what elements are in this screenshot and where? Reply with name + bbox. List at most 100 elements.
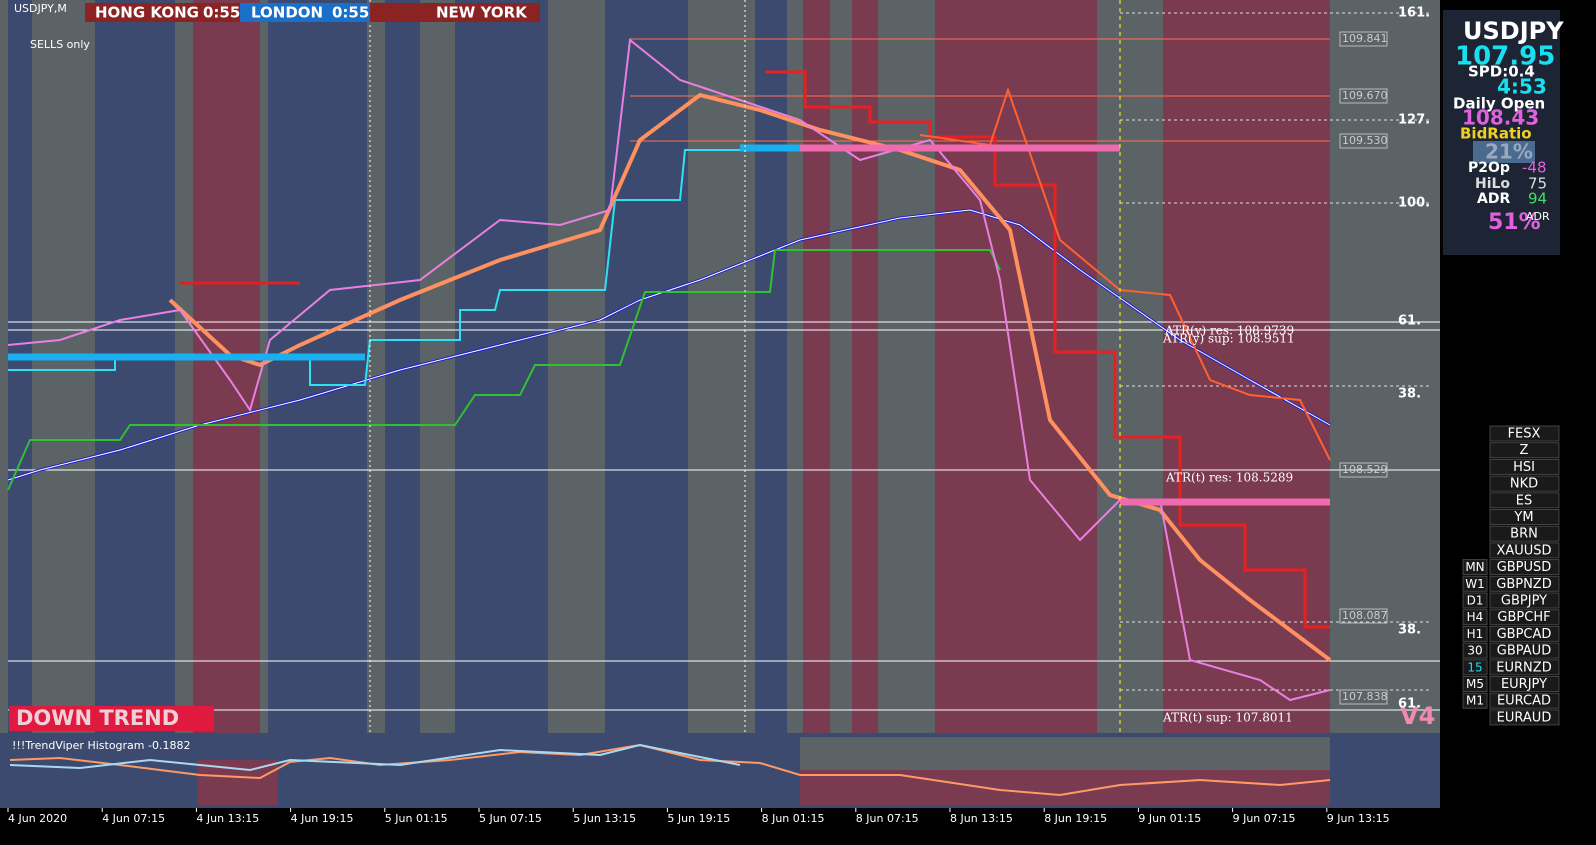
panel-bid-ratio: 21%: [1485, 140, 1533, 164]
price-box: [1339, 462, 1388, 478]
histogram-line: [9, 743, 1331, 797]
timeframe[interactable]: MN: [1465, 560, 1484, 574]
price-box: [1339, 133, 1388, 149]
symbol[interactable]: Z: [1520, 443, 1529, 458]
symbol[interactable]: EURCAD: [1497, 694, 1551, 709]
timeframe-button[interactable]: [1462, 625, 1488, 642]
symbol-button[interactable]: [1489, 492, 1560, 509]
band: [935, 0, 1097, 733]
panel-label: HiLo: [1475, 176, 1510, 192]
band: [420, 0, 455, 733]
session-time: 0:55: [332, 4, 369, 22]
x-label: 4 Jun 19:15: [291, 812, 354, 825]
panel-label: P2Op: [1468, 160, 1510, 176]
x-label: 8 Jun 01:15: [762, 812, 825, 825]
timeframe-button[interactable]: [1462, 692, 1488, 709]
price-box-label: 108.529: [1342, 463, 1388, 476]
price-box-label: 109.670: [1342, 89, 1388, 102]
symbol[interactable]: XAUUSD: [1496, 543, 1551, 558]
band: [1163, 0, 1330, 733]
symbol[interactable]: ES: [1516, 493, 1532, 508]
session: LONDON: [251, 4, 323, 22]
symbol[interactable]: YM: [1513, 510, 1533, 525]
timeframe-button[interactable]: [1462, 559, 1488, 576]
symbol[interactable]: EURNZD: [1496, 660, 1551, 675]
symbol-button[interactable]: [1489, 458, 1560, 475]
trend: DOWN TREND: [16, 706, 179, 730]
timeframe[interactable]: H1: [1467, 627, 1484, 641]
ma-line: [7, 209, 1331, 481]
timeframe[interactable]: M1: [1466, 694, 1484, 708]
symbol-button[interactable]: [1489, 542, 1560, 559]
x-label: 5 Jun 07:15: [479, 812, 542, 825]
step-line: [7, 249, 1001, 491]
timeframe[interactable]: 30: [1467, 644, 1482, 658]
atr-label: ATR(y) sup: 108.9511: [1162, 332, 1295, 346]
band: [193, 0, 260, 733]
band: [260, 0, 268, 733]
timeframe-button[interactable]: [1462, 659, 1488, 676]
info-panel: [1443, 10, 1560, 255]
band: [367, 0, 385, 733]
panel-spread: SPD:0.4: [1468, 63, 1535, 81]
band: [803, 0, 830, 733]
symbol-button[interactable]: [1489, 659, 1560, 676]
band: [8, 0, 32, 733]
timeframe-button[interactable]: [1462, 676, 1488, 692]
session-bands: [8, 0, 1330, 733]
symbol-button[interactable]: [1489, 442, 1560, 459]
x-label: 9 Jun 07:15: [1233, 812, 1296, 825]
fib-label: 61.: [1398, 697, 1421, 712]
band: [95, 0, 175, 733]
x-label: 4 Jun 07:15: [102, 812, 165, 825]
symbol-button[interactable]: [1489, 525, 1560, 542]
band: [548, 0, 605, 733]
symbol-button[interactable]: [1489, 692, 1560, 709]
symbol-button[interactable]: [1489, 425, 1560, 442]
orange-line: [919, 86, 1331, 461]
timeframe[interactable]: 15: [1467, 660, 1482, 674]
symbol-button[interactable]: [1489, 509, 1560, 525]
indicator-label: !!!TrendViper Histogram -0.1882: [12, 739, 190, 752]
band: [455, 0, 548, 733]
symbol[interactable]: GBPCHF: [1497, 610, 1550, 625]
trend-box: [9, 706, 214, 731]
panel-label: Daily Open: [1453, 95, 1545, 113]
symbol-button[interactable]: [1489, 475, 1560, 492]
symbol[interactable]: EURAUD: [1497, 710, 1552, 725]
timeframe-button[interactable]: [1462, 575, 1488, 592]
symbol[interactable]: FESX: [1508, 427, 1541, 442]
step-line: [765, 70, 1330, 629]
symbol[interactable]: GBPUSD: [1497, 560, 1552, 575]
symbol[interactable]: GBPNZD: [1496, 577, 1551, 592]
timeframe[interactable]: W1: [1465, 577, 1485, 591]
symbol-button[interactable]: [1489, 642, 1560, 659]
symbol[interactable]: NKD: [1510, 477, 1538, 492]
symbol-button[interactable]: [1489, 676, 1560, 692]
timeframe[interactable]: H4: [1467, 610, 1484, 624]
atr-label: ATR(t) sup: 107.8011: [1162, 711, 1293, 725]
timeframe-button[interactable]: [1462, 609, 1488, 626]
symbol-button[interactable]: [1489, 559, 1560, 576]
timeframe-button[interactable]: [1462, 642, 1488, 659]
timeframe-button[interactable]: [1462, 592, 1488, 609]
symbol-button[interactable]: [1489, 625, 1560, 642]
timeframe[interactable]: D1: [1467, 594, 1484, 608]
timeframe[interactable]: M5: [1466, 677, 1484, 691]
note: SELLS only: [30, 38, 90, 51]
band: [175, 0, 193, 733]
session-time: 0:55: [203, 4, 240, 22]
symbol[interactable]: GBPCAD: [1497, 627, 1552, 642]
symbol-button[interactable]: [1489, 592, 1560, 609]
symbol[interactable]: GBPJPY: [1501, 594, 1547, 609]
symbol[interactable]: HSI: [1513, 460, 1535, 475]
symbol[interactable]: BRN: [1510, 527, 1538, 542]
price-box-label: 109.530: [1342, 134, 1388, 147]
symbol-button[interactable]: [1489, 609, 1560, 626]
symbol-button[interactable]: [1489, 575, 1560, 592]
indicator-lines: [7, 0, 1440, 808]
symbol[interactable]: EURJPY: [1501, 677, 1547, 692]
symbol[interactable]: GBPAUD: [1497, 644, 1551, 659]
symbol-button[interactable]: [1489, 709, 1560, 726]
